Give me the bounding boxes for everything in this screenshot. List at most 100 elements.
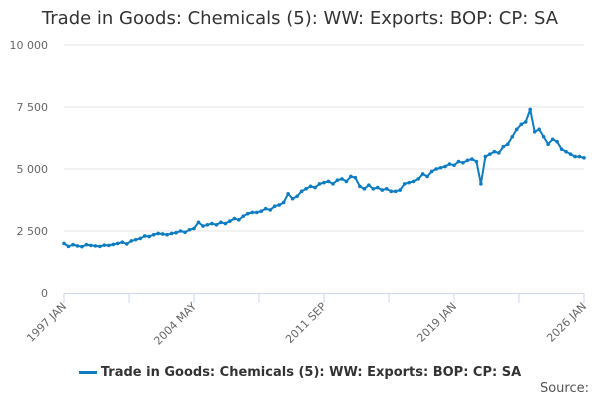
- data-point: [205, 223, 210, 227]
- data-point: [277, 203, 281, 207]
- data-point: [290, 196, 295, 201]
- data-point: [488, 152, 492, 156]
- legend-label: Trade in Goods: Chemicals (5): WW: Expor…: [100, 365, 522, 380]
- data-point: [367, 183, 371, 187]
- data-point: [250, 210, 255, 215]
- data-point: [102, 243, 107, 247]
- data-point: [384, 187, 389, 191]
- data-point: [470, 157, 474, 161]
- data-point: [353, 175, 358, 180]
- data-point: [232, 216, 237, 221]
- data-point: [165, 232, 169, 237]
- data-point: [362, 187, 367, 191]
- data-point: [281, 200, 286, 205]
- data-point: [124, 242, 129, 246]
- data-point: [174, 230, 178, 235]
- data-point: [510, 134, 515, 139]
- data-point: [407, 180, 411, 185]
- data-point: [429, 169, 434, 174]
- data-point: [84, 242, 89, 247]
- data-point: [497, 151, 501, 155]
- data-point: [259, 209, 264, 213]
- data-point: [187, 227, 192, 232]
- data-point: [349, 174, 353, 179]
- data-point: [98, 244, 102, 249]
- data-point: [214, 223, 219, 227]
- data-point: [389, 189, 394, 194]
- data-point: [519, 122, 524, 127]
- data-point: [344, 179, 349, 184]
- data-point: [398, 188, 403, 192]
- data-point: [317, 182, 322, 186]
- data-point: [111, 242, 116, 247]
- x-tick-label: 2019 JAN: [414, 300, 459, 345]
- data-point: [142, 234, 147, 238]
- data-point: [380, 188, 385, 192]
- x-tick-label: 1997 JAN: [24, 300, 69, 345]
- data-point: [438, 165, 443, 170]
- data-point: [577, 154, 582, 159]
- data-point: [434, 167, 438, 171]
- data-point: [443, 164, 447, 169]
- x-tick-label: 2004 MAY: [151, 300, 199, 348]
- data-point: [393, 189, 398, 194]
- data-point: [156, 231, 160, 236]
- data-point: [492, 149, 497, 154]
- data-point: [268, 208, 273, 212]
- data-point: [358, 184, 362, 189]
- data-point: [151, 232, 156, 237]
- y-tick-label: 2 500: [17, 225, 49, 238]
- x-tick-label: 2026 JAN: [544, 300, 589, 345]
- data-point: [62, 241, 66, 246]
- data-point: [559, 147, 564, 151]
- y-tick-label: 10 000: [10, 39, 49, 52]
- chart-title: Trade in Goods: Chemicals (5): WW: Expor…: [41, 8, 559, 29]
- y-tick-label: 5 000: [17, 163, 49, 176]
- data-point: [456, 159, 461, 164]
- data-point: [375, 185, 380, 190]
- data-point: [573, 154, 577, 159]
- legend-item[interactable]: Trade in Goods: Chemicals (5): WW: Expor…: [0, 365, 600, 380]
- data-point: [541, 134, 546, 139]
- data-point: [411, 179, 416, 184]
- data-point: [416, 177, 420, 181]
- y-tick-label: 7 500: [17, 101, 49, 114]
- data-point: [474, 159, 479, 164]
- data-point: [89, 243, 93, 248]
- data-point: [420, 172, 425, 176]
- data-point: [133, 237, 138, 242]
- data-point: [501, 144, 506, 149]
- data-point: [196, 220, 201, 225]
- data-point: [425, 174, 429, 179]
- data-point: [254, 210, 259, 215]
- data-point: [223, 221, 228, 226]
- data-point: [263, 206, 268, 211]
- data-point: [160, 232, 165, 236]
- data-point: [272, 204, 277, 208]
- data-point: [93, 244, 98, 248]
- data-point: [147, 234, 151, 239]
- data-point: [115, 241, 120, 246]
- source-label: Source:: [539, 381, 589, 396]
- data-point: [129, 239, 134, 243]
- data-point: [322, 180, 326, 185]
- data-point: [183, 230, 187, 235]
- data-point: [568, 152, 573, 156]
- data-point: [313, 185, 317, 190]
- data-point: [483, 154, 488, 159]
- data-point: [546, 142, 550, 146]
- data-point: [402, 182, 407, 186]
- series-line: [63, 108, 585, 248]
- data-point: [532, 130, 537, 134]
- data-point: [192, 226, 196, 231]
- legend-swatch: [78, 371, 97, 374]
- data-point: [138, 236, 143, 241]
- data-point: [286, 192, 290, 196]
- data-point: [201, 224, 205, 228]
- x-tick-label: 2011 SEP: [283, 300, 329, 346]
- data-point: [178, 229, 183, 233]
- data-point: [299, 189, 304, 194]
- data-point: [564, 149, 568, 154]
- data-point: [505, 142, 510, 146]
